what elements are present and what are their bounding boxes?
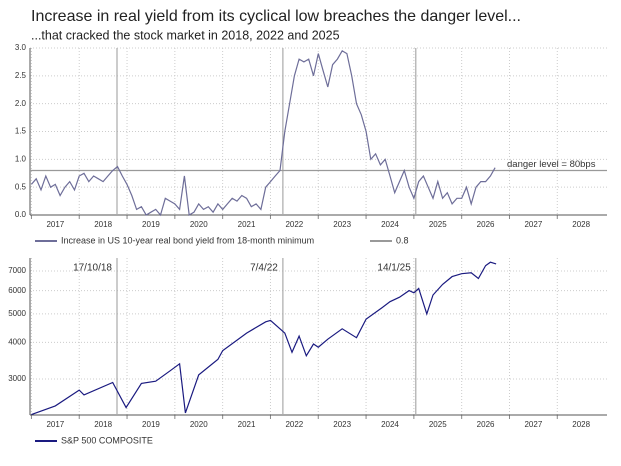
x-tick-label: 2028 — [572, 420, 590, 429]
y-tick-label: 3.0 — [15, 43, 27, 52]
x-tick-label: 2019 — [142, 420, 160, 429]
annotation: danger level = 80bps — [507, 159, 596, 170]
x-tick-label: 2022 — [285, 420, 303, 429]
x-tick-label: 2024 — [381, 220, 399, 229]
x-tick-label: 2020 — [190, 420, 208, 429]
chart-subtitle: ...that cracked the stock market in 2018… — [31, 28, 340, 42]
series-line — [30, 49, 496, 217]
x-tick-label: 2021 — [238, 220, 256, 229]
annotation: 17/10/18 — [73, 263, 112, 274]
x-tick-label: 2025 — [429, 220, 447, 229]
x-tick-label: 2024 — [381, 420, 399, 429]
x-tick-label: 2017 — [46, 220, 64, 229]
x-tick-label: 2028 — [572, 220, 590, 229]
y-tick-label: 2.5 — [15, 71, 27, 80]
annotation: 14/1/25 — [377, 263, 411, 274]
series-line — [31, 261, 497, 416]
y-tick-label: 5000 — [8, 309, 26, 318]
x-tick-label: 2019 — [142, 220, 160, 229]
y-tick-label: 2.0 — [15, 99, 27, 108]
x-tick-label: 2023 — [333, 220, 351, 229]
y-tick-label: 0.0 — [15, 210, 27, 219]
legend-label: Increase in US 10-year real bond yield f… — [61, 235, 314, 245]
y-tick-label: 3000 — [8, 374, 26, 383]
chart-title: Increase in real yield from its cyclical… — [31, 8, 521, 25]
x-tick-label: 2018 — [94, 220, 112, 229]
x-tick-label: 2022 — [285, 220, 303, 229]
x-tick-label: 2027 — [524, 220, 542, 229]
x-tick-label: 2025 — [429, 420, 447, 429]
x-tick-label: 2018 — [94, 420, 112, 429]
x-tick-label: 2026 — [477, 420, 495, 429]
x-tick-label: 2020 — [190, 220, 208, 229]
legend-label: 0.8 — [396, 235, 409, 245]
y-tick-label: 1.0 — [15, 154, 27, 163]
y-tick-label: 4000 — [8, 337, 26, 346]
x-tick-label: 2026 — [477, 220, 495, 229]
y-tick-label: 1.5 — [15, 127, 27, 136]
legend-label: S&P 500 COMPOSITE — [61, 435, 153, 445]
y-tick-label: 0.5 — [15, 182, 27, 191]
x-tick-label: 2023 — [333, 420, 351, 429]
y-tick-label: 7000 — [8, 266, 26, 275]
x-tick-label: 2021 — [238, 420, 256, 429]
annotation: 7/4/22 — [250, 263, 278, 274]
x-tick-label: 2017 — [46, 420, 64, 429]
x-tick-label: 2027 — [524, 420, 542, 429]
y-tick-label: 6000 — [8, 286, 26, 295]
